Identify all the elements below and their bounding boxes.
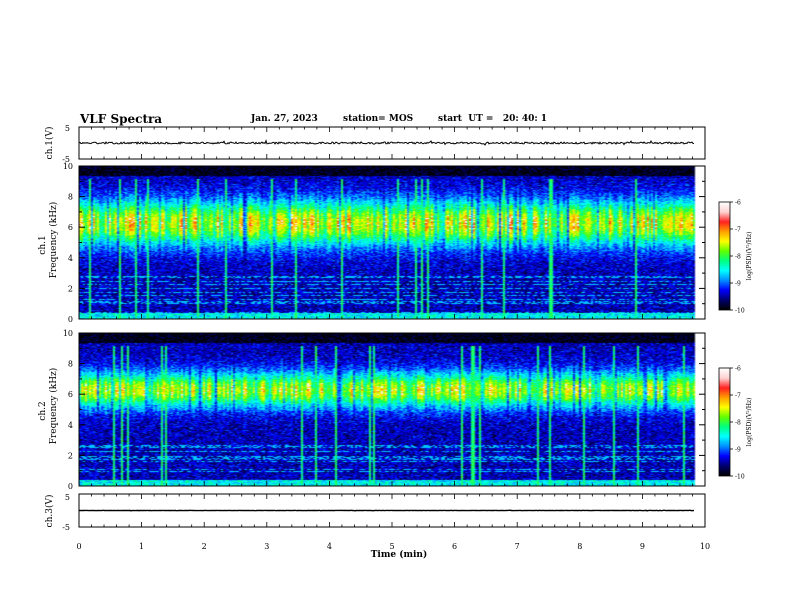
ch1-spectrogram-ytick-label: 6: [68, 223, 73, 232]
ch1-spectrogram-ytick-label: 10: [63, 162, 73, 171]
ch2-colorbar-tick-label: -7: [735, 393, 741, 400]
start-time-label: start UT = 20: 40: 1: [438, 114, 548, 124]
ch1-spectrogram-ytick-label: 2: [68, 284, 73, 293]
ch3-waveform-ylabel: ch.3(V): [44, 495, 55, 528]
ch1-ytick-top: 5: [65, 124, 70, 133]
ch1-spectrogram-channel-label: ch.1: [38, 235, 48, 254]
ch2-spectrogram-image: [79, 333, 705, 486]
ch1-spectrogram-ytick-label: 8: [68, 193, 73, 202]
time-tick-label: 8: [577, 542, 582, 551]
ch2-spectrogram-ytick-label: 10: [63, 329, 73, 338]
ch1-colorbar-tick-label: -9: [735, 281, 741, 288]
ch1-spectrogram-ytick-label: 4: [68, 254, 73, 263]
station-label: station= MOS: [343, 114, 414, 124]
ch1-spectrogram-yticks: 0 2 4 6 8 10: [63, 162, 705, 324]
time-tick-label: 6: [452, 542, 457, 551]
ch3-waveform-line: [78, 509, 695, 512]
ch2-spectrogram-ytick-label: 0: [68, 482, 73, 491]
ch2-spectrogram-ytick-label: 4: [68, 421, 73, 430]
ch2-colorbar-label: log(PSD)(V²/Hz): [746, 398, 753, 447]
ch2-spectrogram-channel-label: ch.2: [38, 401, 48, 420]
ch2-spectrogram-ytick-label: 2: [68, 451, 73, 460]
time-tick-label: 4: [327, 542, 332, 551]
time-tick-label: 0: [76, 542, 81, 551]
time-tick-label: 2: [202, 542, 207, 551]
time-tick-label: 5: [389, 542, 394, 551]
ch3-ytick-bottom: -5: [62, 523, 70, 532]
ch2-spectrogram-ylabel: Frequency (kHz): [48, 368, 59, 445]
ch2-colorbar-tick-label: -6: [735, 366, 741, 373]
ch3-waveform-panel: 5 -5 ch.3(V): [44, 493, 706, 532]
ch1-spectrogram-image: [79, 166, 705, 319]
ch1-spectrogram-ylabel: Frequency (kHz): [48, 202, 59, 279]
ch2-spectrogram-ytick-label: 8: [68, 360, 73, 369]
time-axis-labels: 0 1 2 3 4 5 6 7 8 9 10: [76, 542, 710, 551]
ch2-colorbar-tick-label: -8: [735, 420, 741, 427]
ch1-waveform-ylabel: ch.1(V): [44, 127, 55, 160]
ch1-ytick-bottom: -5: [62, 155, 70, 164]
ch2-spectrogram-yticks: 0 2 4 6 8 10: [63, 329, 705, 491]
ch1-colorbar-tick-label: -10: [735, 308, 745, 315]
ch1-colorbar-image: [719, 202, 730, 310]
figure-title: VLF Spectra: [80, 112, 163, 126]
time-tick-label: 7: [515, 542, 520, 551]
ch1-spectrogram-panel: 0 2 4 6 8 10 ch.1 Frequency (kHz) -6 -7 -8 -9 -10…: [38, 162, 753, 324]
ch1-colorbar-ticks: -6 -7 -8 -9 -10: [730, 200, 745, 315]
ch1-waveform-panel: 5 -5 ch.1(V): [44, 124, 706, 164]
ch2-colorbar-tick-label: -10: [735, 474, 745, 481]
ch1-spectrogram-ytick-label: 0: [68, 315, 73, 324]
date-label: Jan. 27, 2023: [251, 114, 318, 124]
ch1-colorbar-label: log(PSD)(V²/Hz): [746, 232, 753, 281]
ch2-spectrogram-ytick-label: 6: [68, 390, 73, 399]
time-tick-label: 9: [640, 542, 645, 551]
ch2-colorbar-tick-label: -9: [735, 447, 741, 454]
ch1-colorbar-tick-label: -6: [735, 200, 741, 207]
time-tick-label: 10: [700, 542, 710, 551]
ch2-colorbar-ticks: -6 -7 -8 -9 -10: [730, 366, 745, 481]
ch2-spectrogram-panel: 0 2 4 6 8 10 ch.2 Frequency (kHz) -6 -7 -8 -9 -10…: [38, 329, 753, 491]
ch2-colorbar-image: [719, 368, 730, 476]
time-axis-ticks: [78, 127, 706, 527]
time-axis-label: Time (min): [371, 549, 428, 560]
time-tick-label: 1: [139, 542, 144, 551]
time-tick-label: 3: [264, 542, 269, 551]
ch1-waveform-line: [78, 139, 695, 146]
ch1-colorbar-tick-label: -7: [735, 227, 741, 234]
ch3-ytick-top: 5: [65, 493, 70, 502]
ch1-colorbar-tick-label: -8: [735, 254, 741, 261]
